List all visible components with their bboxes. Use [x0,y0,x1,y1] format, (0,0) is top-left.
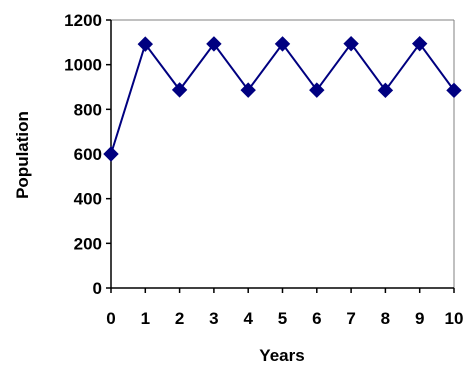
data-point-diamond [240,82,256,98]
data-point-diamond [411,35,428,52]
y-tick-label: 200 [74,234,102,253]
x-tick-label: 8 [381,309,390,328]
data-point-diamond [137,36,154,52]
y-tick-label: 400 [74,190,102,209]
x-tick-label: 1 [141,309,150,328]
y-tick-label: 0 [93,279,102,298]
plot-frame [111,19,455,288]
x-tick-label: 7 [346,309,355,328]
data-point-diamond [446,82,462,99]
y-tick-label: 1000 [64,56,102,75]
y-tick-label: 600 [74,145,102,164]
series-layer [103,35,462,162]
x-tick-label: 3 [209,309,218,328]
y-tick-label: 800 [74,100,102,119]
x-tick-label: 0 [106,309,115,328]
x-tick-label: 10 [445,309,464,328]
x-tick-label: 9 [415,309,424,328]
data-point-diamond [274,36,291,52]
x-tick-label: 6 [312,309,321,328]
x-axis-title: Years [259,346,304,365]
y-axis: 0 200 400 600 800 1000 1200 [64,11,112,298]
x-axis: 0 1 2 3 4 5 6 7 8 9 10 [106,287,464,328]
data-point-diamond [171,82,188,98]
data-point-diamond [309,82,325,98]
y-tick-label: 1200 [64,11,102,30]
y-axis-title: Population [13,111,32,199]
data-point-diamond [206,36,222,52]
x-tick-label: 2 [175,309,184,328]
x-tick-label: 4 [243,309,253,328]
data-point-diamond [103,146,119,162]
data-point-diamond [343,35,359,52]
data-point-diamond [377,82,394,99]
series-line [110,41,455,155]
x-tick-label: 5 [278,309,287,328]
